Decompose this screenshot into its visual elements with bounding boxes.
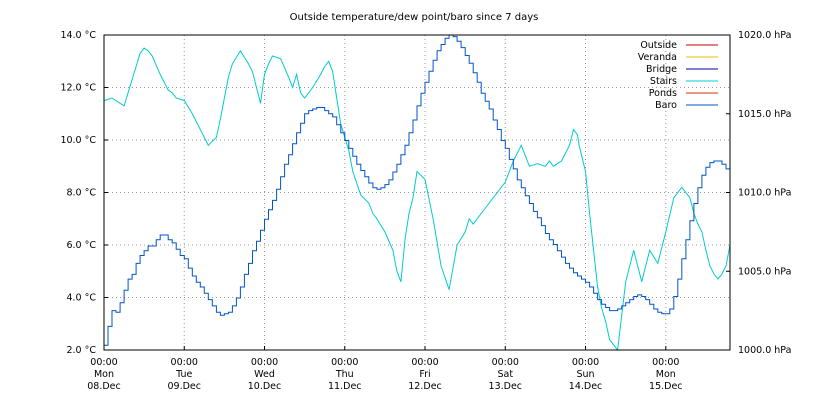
legend-label-bridge: Bridge xyxy=(646,64,677,75)
legend-label-veranda: Veranda xyxy=(638,52,677,63)
x-tick-date: 12.Dec xyxy=(408,381,442,392)
y-left-tick-label: 10.0 °C xyxy=(60,135,96,146)
x-tick-date: 09.Dec xyxy=(168,381,202,392)
x-tick-day: Tue xyxy=(175,369,192,380)
y-left-tick-label: 6.0 °C xyxy=(66,240,96,251)
x-tick-time: 00:00 xyxy=(251,357,278,368)
y-left-tick-label: 12.0 °C xyxy=(60,83,96,94)
y-right-tick-label: 1020.0 hPa xyxy=(738,30,791,41)
x-tick-day: Mon xyxy=(94,369,114,380)
x-tick-time: 00:00 xyxy=(411,357,438,368)
x-tick-time: 00:00 xyxy=(90,357,117,368)
tick-labels: 2.0 °C 4.0 °C 6.0 °C 8.0 °C 10.0 °C 12.0 °C 14… xyxy=(60,30,791,392)
x-tick-day: Wed xyxy=(254,369,275,380)
y-right-tick-label: 1010.0 hPa xyxy=(738,188,791,199)
series-line-baro xyxy=(104,34,731,346)
x-tick-time: 00:00 xyxy=(492,357,519,368)
legend-label-ponds: Ponds xyxy=(649,88,677,99)
x-tick-day: Sun xyxy=(576,369,594,380)
x-tick-date: 13.Dec xyxy=(489,381,523,392)
y-left-tick-label: 14.0 °C xyxy=(60,30,96,41)
x-tick-time: 00:00 xyxy=(171,357,198,368)
y-right-tick-label: 1015.0 hPa xyxy=(738,109,791,120)
x-tick-date: 10.Dec xyxy=(248,381,282,392)
x-tick-day: Fri xyxy=(419,369,430,380)
y-right-tick-label: 1000.0 hPa xyxy=(738,345,791,356)
x-tick-date: 11.Dec xyxy=(328,381,362,392)
series-line-stairs xyxy=(103,47,731,352)
x-tick-time: 00:00 xyxy=(331,357,358,368)
chart-title: Outside temperature/dew point/baro since… xyxy=(290,12,539,23)
x-tick-date: 15.Dec xyxy=(649,381,683,392)
grid xyxy=(104,35,730,350)
x-tick-day: Thu xyxy=(335,369,354,380)
x-tick-date: 08.Dec xyxy=(87,381,121,392)
x-tick-date: 14.Dec xyxy=(569,381,603,392)
y-left-tick-label: 2.0 °C xyxy=(66,345,96,356)
x-tick-day: Mon xyxy=(656,369,676,380)
y-left-tick-label: 4.0 °C xyxy=(66,293,96,304)
x-tick-time: 00:00 xyxy=(572,357,599,368)
legend-label-outside: Outside xyxy=(640,40,677,51)
y-right-tick-label: 1005.0 hPa xyxy=(738,266,791,277)
legend-label-baro: Baro xyxy=(655,100,677,111)
legend-label-stairs: Stairs xyxy=(650,76,677,87)
x-tick-day: Sat xyxy=(497,369,513,380)
x-tick-time: 00:00 xyxy=(652,357,679,368)
y-left-tick-label: 8.0 °C xyxy=(66,188,96,199)
series-layer xyxy=(103,34,731,352)
